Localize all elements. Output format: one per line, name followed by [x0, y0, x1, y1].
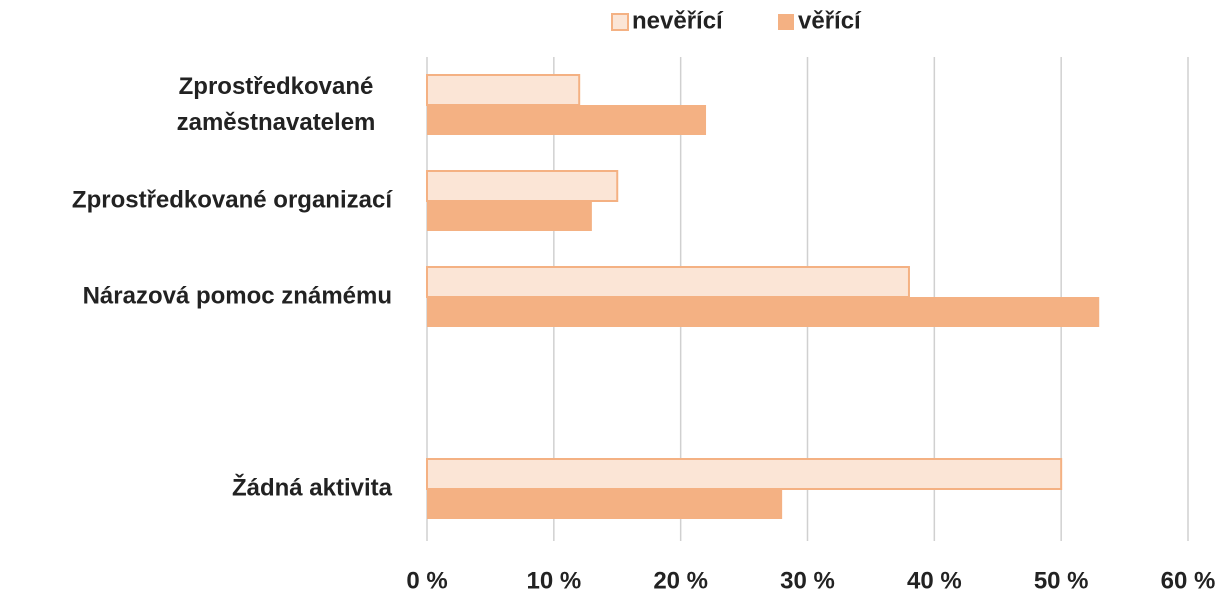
y-tick-label: Zprostředkované organizací	[72, 186, 393, 213]
y-tick-label: Zprostředkované zaměstnavatelem	[177, 73, 376, 136]
x-tick-label: 50 %	[1034, 567, 1089, 594]
bar	[427, 105, 707, 135]
legend-label: věřící	[798, 7, 862, 34]
y-tick-label: Nárazová pomoc známému	[83, 282, 392, 309]
y-tick-label: Žádná aktivita	[232, 473, 393, 501]
bar	[426, 74, 581, 106]
bar	[426, 458, 1063, 490]
bar	[427, 201, 592, 231]
x-tick-label: 30 %	[780, 567, 835, 594]
bar	[426, 266, 910, 298]
legend-swatch	[778, 14, 794, 30]
x-tick-label: 60 %	[1161, 567, 1216, 594]
bar	[427, 297, 1100, 327]
legend-label: nevěřící	[632, 7, 724, 34]
x-tick-label: 0 %	[406, 567, 447, 594]
legend-swatch	[611, 13, 629, 31]
bar	[426, 170, 619, 202]
x-tick-label: 40 %	[907, 567, 962, 594]
x-tick-label: 20 %	[653, 567, 708, 594]
x-tick-label: 10 %	[526, 567, 581, 594]
bar	[427, 489, 783, 519]
